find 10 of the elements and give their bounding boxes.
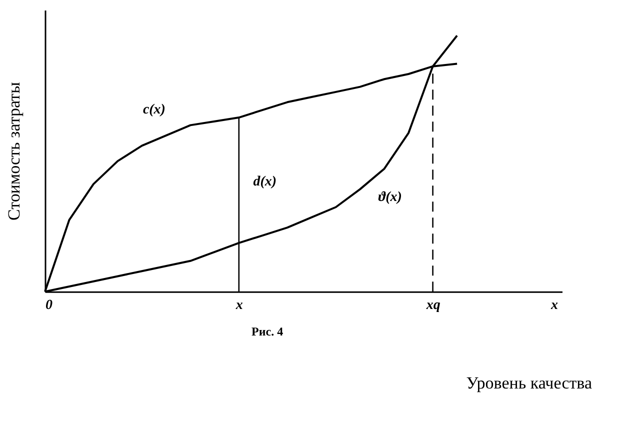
x-tick-label: x	[550, 298, 558, 314]
x-tick-label: x	[234, 298, 243, 314]
series-label: c(x)	[142, 102, 166, 118]
x-tick-label: xq	[425, 298, 440, 314]
y-axis-title: Стоимость затраты	[4, 82, 24, 220]
x-axis-title: Уровень качества	[466, 374, 592, 393]
series-label: ϑ(x)	[378, 190, 402, 206]
x-tick-label: 0	[46, 298, 53, 314]
text: Рис. 4	[252, 324, 284, 339]
annotation: d(x)	[253, 174, 277, 190]
